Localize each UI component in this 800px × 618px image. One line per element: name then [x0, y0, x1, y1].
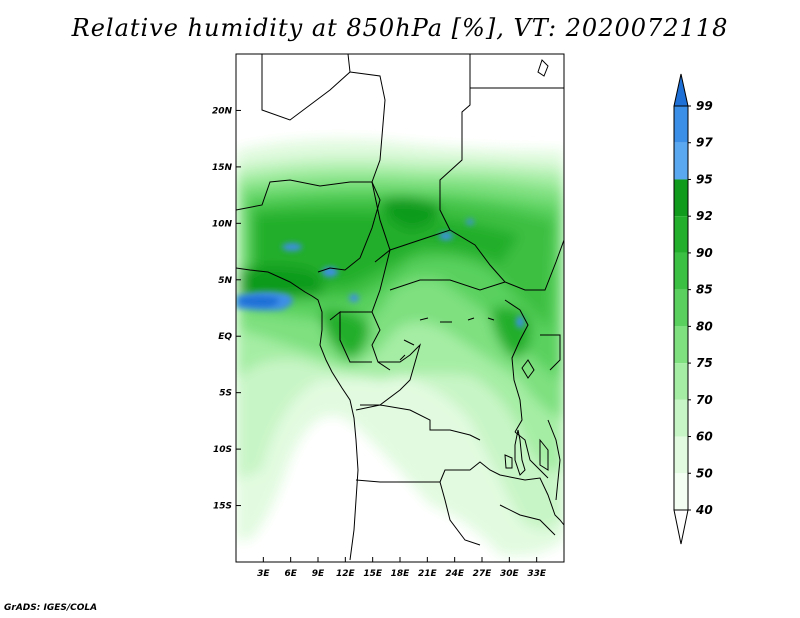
latitude-axis: 20N 15N 10N 5N EQ 5S 10S 15S	[212, 106, 241, 512]
colorbar-segment	[674, 179, 688, 217]
colorbar-max-arrow	[673, 73, 689, 107]
colorbar-label: 80	[696, 319, 713, 333]
lon-tick-label: 30E	[500, 569, 520, 579]
lon-tick-label: 33E	[527, 569, 547, 579]
colorbar-segment	[674, 142, 688, 180]
lon-tick-label: 21E	[418, 569, 438, 579]
lon-tick-label: 6E	[284, 569, 297, 579]
colorbar-segment	[674, 473, 688, 510]
lat-tick-label: 10S	[213, 445, 232, 455]
lat-tick-label: 15S	[213, 502, 232, 512]
colorbar-label: 75	[696, 356, 713, 370]
lon-tick-label: 3E	[257, 569, 270, 579]
lat-tick-label: 5S	[219, 389, 232, 399]
colorbar-segment	[674, 216, 688, 253]
colorbar-segment	[674, 399, 688, 437]
colorbar-label: 40	[695, 503, 713, 517]
saturation-cores	[236, 219, 524, 328]
lat-tick-label: EQ	[218, 332, 232, 342]
map-title: Relative humidity at 850hPa [%], VT: 202…	[71, 14, 729, 42]
colorbar-min-arrow	[673, 509, 689, 545]
coastlines-borders	[236, 54, 564, 561]
colorbar-segment	[674, 289, 688, 327]
colorbar-label: 90	[696, 246, 713, 260]
colorbar-segment	[674, 436, 688, 474]
colorbar-label: 92	[696, 209, 713, 223]
lat-tick-label: 5N	[218, 276, 232, 286]
colorbar: 99 97 95 92 90 85 80 75 70 60 50 40	[673, 73, 713, 545]
lon-tick-label: 27E	[473, 569, 493, 579]
colorbar-segment	[674, 252, 688, 290]
longitude-axis: 3E 6E 9E 12E 15E 18E 21E 24E 27E 30E 33E	[257, 557, 547, 579]
lon-tick-label: 24E	[445, 569, 465, 579]
lon-tick-label: 18E	[391, 569, 411, 579]
map-area	[236, 54, 564, 562]
colorbar-label: 60	[696, 430, 713, 444]
colorbar-segment	[674, 106, 688, 143]
lat-tick-label: 15N	[212, 163, 233, 173]
lat-tick-label: 10N	[212, 219, 233, 229]
grads-credit: GrADS: IGES/COLA	[4, 603, 98, 613]
colorbar-label: 95	[696, 172, 713, 186]
lon-tick-label: 9E	[312, 569, 325, 579]
lat-tick-label: 20N	[212, 106, 233, 116]
colorbar-label: 85	[696, 283, 713, 297]
lon-tick-label: 15E	[363, 569, 383, 579]
colorbar-label: 70	[696, 393, 713, 407]
humidity-shading	[236, 138, 564, 556]
colorbar-label: 50	[696, 466, 713, 480]
colorbar-segment	[674, 326, 688, 364]
colorbar-segment	[674, 363, 688, 400]
colorbar-label: 97	[696, 136, 713, 150]
colorbar-label: 99	[696, 99, 713, 113]
lon-tick-label: 12E	[336, 569, 356, 579]
